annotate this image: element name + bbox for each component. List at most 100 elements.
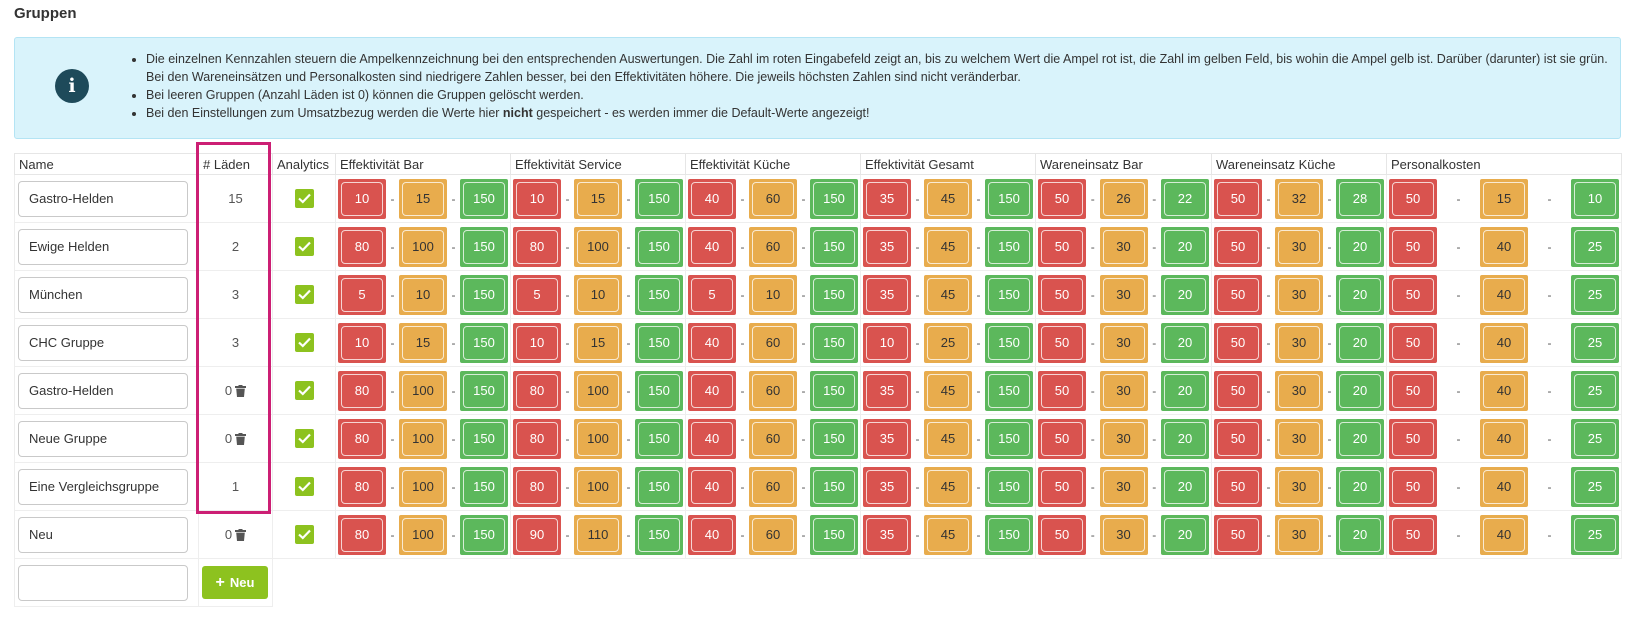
- kpi-red-input[interactable]: [341, 325, 383, 360]
- kpi-green-input[interactable]: [1164, 421, 1206, 456]
- kpi-red-input[interactable]: [516, 373, 558, 408]
- trash-icon[interactable]: [235, 528, 247, 541]
- kpi-green-input[interactable]: [463, 181, 505, 216]
- kpi-red-input[interactable]: [341, 469, 383, 504]
- kpi-yellow-input[interactable]: [1483, 181, 1525, 216]
- kpi-green-input[interactable]: [1339, 229, 1381, 264]
- analytics-checkbox[interactable]: [294, 237, 314, 256]
- kpi-red-input[interactable]: [1041, 373, 1083, 408]
- kpi-green-input[interactable]: [638, 325, 680, 360]
- kpi-yellow-input[interactable]: [1278, 517, 1320, 552]
- kpi-red-input[interactable]: [691, 421, 733, 456]
- kpi-green-input[interactable]: [638, 373, 680, 408]
- kpi-yellow-input[interactable]: [752, 421, 794, 456]
- kpi-green-input[interactable]: [463, 229, 505, 264]
- kpi-green-input[interactable]: [1574, 373, 1616, 408]
- kpi-green-input[interactable]: [1164, 181, 1206, 216]
- kpi-green-input[interactable]: [988, 373, 1030, 408]
- kpi-yellow-input[interactable]: [1278, 181, 1320, 216]
- kpi-green-input[interactable]: [638, 229, 680, 264]
- kpi-yellow-input[interactable]: [402, 469, 444, 504]
- kpi-yellow-input[interactable]: [752, 181, 794, 216]
- kpi-red-input[interactable]: [1217, 421, 1259, 456]
- kpi-yellow-input[interactable]: [1102, 421, 1145, 456]
- kpi-red-input[interactable]: [516, 325, 558, 360]
- kpi-red-input[interactable]: [1392, 469, 1434, 504]
- kpi-red-input[interactable]: [341, 373, 383, 408]
- analytics-checkbox[interactable]: [294, 333, 314, 352]
- kpi-yellow-input[interactable]: [927, 325, 969, 360]
- kpi-green-input[interactable]: [463, 277, 505, 312]
- kpi-green-input[interactable]: [1339, 373, 1381, 408]
- kpi-yellow-input[interactable]: [1278, 229, 1320, 264]
- kpi-red-input[interactable]: [1041, 517, 1083, 552]
- kpi-yellow-input[interactable]: [927, 469, 969, 504]
- kpi-green-input[interactable]: [1164, 517, 1206, 552]
- kpi-red-input[interactable]: [1041, 277, 1083, 312]
- kpi-red-input[interactable]: [866, 469, 908, 504]
- kpi-yellow-input[interactable]: [752, 517, 794, 552]
- kpi-red-input[interactable]: [691, 325, 733, 360]
- kpi-green-input[interactable]: [463, 373, 505, 408]
- kpi-yellow-input[interactable]: [1278, 421, 1320, 456]
- group-name-input[interactable]: [18, 180, 188, 217]
- kpi-red-input[interactable]: [1217, 517, 1259, 552]
- kpi-red-input[interactable]: [866, 229, 908, 264]
- kpi-yellow-input[interactable]: [402, 181, 444, 216]
- kpi-red-input[interactable]: [516, 517, 558, 552]
- kpi-green-input[interactable]: [988, 181, 1030, 216]
- kpi-green-input[interactable]: [1339, 181, 1381, 216]
- kpi-green-input[interactable]: [463, 469, 505, 504]
- kpi-red-input[interactable]: [516, 421, 558, 456]
- kpi-yellow-input[interactable]: [402, 421, 444, 456]
- group-name-input[interactable]: [18, 276, 188, 313]
- kpi-green-input[interactable]: [813, 229, 855, 264]
- kpi-red-input[interactable]: [341, 181, 383, 216]
- kpi-red-input[interactable]: [866, 517, 908, 552]
- kpi-yellow-input[interactable]: [1483, 517, 1525, 552]
- kpi-green-input[interactable]: [988, 469, 1030, 504]
- kpi-green-input[interactable]: [1574, 229, 1616, 264]
- kpi-yellow-input[interactable]: [1278, 469, 1320, 504]
- kpi-yellow-input[interactable]: [1102, 181, 1145, 216]
- kpi-yellow-input[interactable]: [1102, 517, 1145, 552]
- kpi-green-input[interactable]: [1574, 325, 1616, 360]
- kpi-yellow-input[interactable]: [1278, 325, 1320, 360]
- kpi-green-input[interactable]: [1339, 517, 1381, 552]
- kpi-yellow-input[interactable]: [927, 181, 969, 216]
- kpi-red-input[interactable]: [691, 181, 733, 216]
- kpi-green-input[interactable]: [988, 421, 1030, 456]
- kpi-red-input[interactable]: [516, 181, 558, 216]
- kpi-red-input[interactable]: [341, 421, 383, 456]
- kpi-red-input[interactable]: [866, 181, 908, 216]
- kpi-green-input[interactable]: [1164, 277, 1206, 312]
- kpi-red-input[interactable]: [1392, 421, 1434, 456]
- kpi-green-input[interactable]: [1164, 373, 1206, 408]
- kpi-green-input[interactable]: [638, 181, 680, 216]
- kpi-yellow-input[interactable]: [577, 373, 619, 408]
- kpi-red-input[interactable]: [1217, 373, 1259, 408]
- kpi-red-input[interactable]: [691, 517, 733, 552]
- kpi-yellow-input[interactable]: [577, 469, 619, 504]
- kpi-red-input[interactable]: [516, 277, 558, 312]
- group-name-input[interactable]: [18, 516, 188, 553]
- kpi-green-input[interactable]: [988, 325, 1030, 360]
- kpi-red-input[interactable]: [1392, 517, 1434, 552]
- kpi-red-input[interactable]: [1392, 325, 1434, 360]
- group-name-input[interactable]: [18, 468, 188, 505]
- kpi-yellow-input[interactable]: [752, 325, 794, 360]
- kpi-red-input[interactable]: [866, 421, 908, 456]
- group-name-input[interactable]: [18, 324, 188, 361]
- kpi-green-input[interactable]: [988, 517, 1030, 552]
- kpi-yellow-input[interactable]: [1483, 421, 1525, 456]
- kpi-yellow-input[interactable]: [402, 373, 444, 408]
- kpi-yellow-input[interactable]: [752, 277, 794, 312]
- kpi-red-input[interactable]: [1217, 325, 1259, 360]
- kpi-yellow-input[interactable]: [402, 277, 444, 312]
- kpi-green-input[interactable]: [638, 517, 680, 552]
- kpi-yellow-input[interactable]: [577, 277, 619, 312]
- kpi-yellow-input[interactable]: [752, 373, 794, 408]
- kpi-yellow-input[interactable]: [402, 325, 444, 360]
- kpi-yellow-input[interactable]: [1278, 277, 1320, 312]
- kpi-yellow-input[interactable]: [1102, 373, 1145, 408]
